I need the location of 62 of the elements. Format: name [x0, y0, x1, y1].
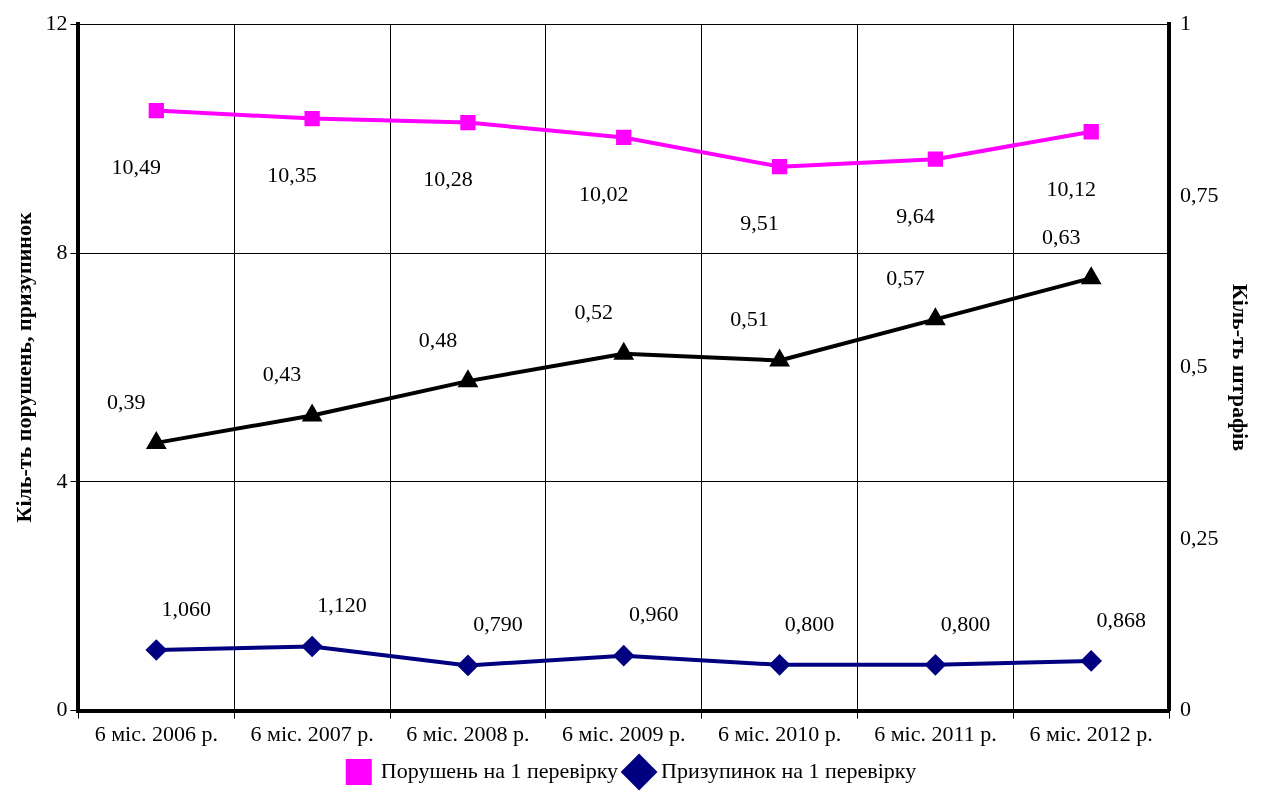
- data-label: 0,57: [886, 265, 925, 291]
- data-label: 0,51: [730, 306, 769, 332]
- y-tick-label: 12: [45, 9, 68, 35]
- point: [926, 309, 945, 326]
- x-tick-label: 6 міс. 2008 р.: [406, 720, 530, 746]
- y-axis-title: Кіль-ть порушень, призупинок: [10, 211, 36, 523]
- data-label: 10,28: [423, 166, 473, 192]
- x-tick-label: 6 міс. 2009 р.: [562, 720, 686, 746]
- data-label: 0,790: [473, 611, 523, 637]
- data-label: 0,52: [574, 299, 613, 325]
- data-label: 10,12: [1046, 175, 1096, 201]
- data-label: 0,43: [262, 361, 302, 387]
- point: [460, 114, 476, 131]
- x-tick-label: 6 міс. 2006 р.: [94, 720, 218, 746]
- point: [457, 655, 478, 676]
- y-tick-label: 4: [56, 467, 68, 493]
- data-label: 10,49: [111, 154, 162, 180]
- x-tick-label: 6 міс. 2012 р.: [1029, 720, 1153, 746]
- data-label: 1,120: [317, 592, 367, 618]
- legend-label: Порушень на 1 перевірку: [380, 757, 619, 783]
- data-label: 9,51: [740, 210, 779, 236]
- point: [1081, 650, 1102, 671]
- x-tick-label: 6 міс. 2010 р.: [717, 720, 842, 746]
- data-label: 10,02: [579, 181, 629, 207]
- y-tick-label: 8: [56, 238, 68, 264]
- point: [925, 654, 946, 675]
- point: [613, 341, 634, 360]
- y2-tick-label: 1: [1180, 9, 1192, 35]
- y2-tick-label: 0: [1180, 696, 1192, 722]
- point: [302, 636, 323, 657]
- point: [613, 645, 634, 666]
- point: [616, 129, 632, 146]
- point: [146, 639, 167, 660]
- point: [771, 158, 788, 175]
- point: [769, 654, 790, 675]
- point: [927, 151, 944, 167]
- x-tick-label: 6 міс. 2007 р.: [250, 720, 374, 746]
- legend-label: Призупинок на 1 перевірку: [661, 757, 917, 783]
- data-label: 0,800: [784, 610, 835, 636]
- data-label: 0,39: [107, 388, 146, 414]
- data-label: 1,060: [161, 595, 212, 621]
- point: [147, 432, 166, 449]
- data-label: 0,63: [1041, 223, 1081, 249]
- point: [459, 371, 477, 388]
- data-label: 0,800: [940, 610, 991, 636]
- data-label: 0,960: [629, 601, 679, 627]
- y2-axis-title: Кіль-ть штрафів: [1228, 283, 1254, 452]
- data-label: 0,868: [1096, 606, 1146, 632]
- point: [1083, 124, 1099, 140]
- data-label: 9,64: [896, 202, 935, 228]
- y2-tick-label: 0,75: [1180, 181, 1219, 207]
- y-tick-label: 0: [56, 696, 68, 722]
- point: [1082, 268, 1101, 285]
- x-tick-label: 6 міс. 2011 р.: [874, 720, 997, 746]
- data-label: 0,48: [418, 326, 458, 352]
- data-label: 10,35: [267, 162, 317, 188]
- y2-tick-label: 0,5: [1180, 353, 1208, 379]
- y2-tick-label: 0,25: [1180, 524, 1219, 550]
- point: [148, 102, 164, 119]
- point: [304, 110, 320, 127]
- point: [769, 348, 790, 367]
- point: [303, 405, 322, 422]
